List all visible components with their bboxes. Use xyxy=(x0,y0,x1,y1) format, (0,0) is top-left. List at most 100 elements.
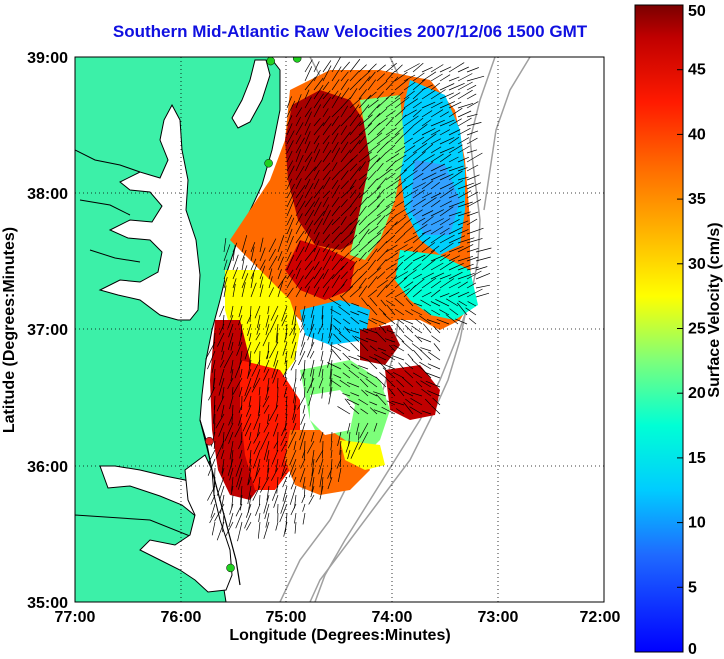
velocity-vector xyxy=(466,130,479,136)
velocity-vector xyxy=(349,154,358,163)
velocity-vector xyxy=(407,353,414,361)
velocity-vector xyxy=(349,286,362,298)
velocity-vector xyxy=(340,231,354,244)
delaware-bay xyxy=(231,59,271,129)
velocity-vector xyxy=(322,141,330,154)
velocity-vector xyxy=(457,190,472,199)
velocity-vector xyxy=(308,386,315,406)
velocity-vector xyxy=(439,254,451,262)
velocity-vector xyxy=(263,440,270,461)
velocity-vector xyxy=(295,223,302,235)
velocity-vector xyxy=(404,362,414,370)
velocity-vector xyxy=(439,83,455,91)
velocity-vector xyxy=(376,97,389,109)
velocity-vector xyxy=(247,476,252,485)
velocity-vector xyxy=(304,122,311,136)
velocity-vector xyxy=(457,182,475,190)
velocity-vector xyxy=(369,356,378,361)
y-axis-title: Latitude (Degrees:Minutes) xyxy=(1,227,18,433)
velocity-vector xyxy=(238,305,243,318)
velocity-vector xyxy=(448,226,463,235)
velocity-vector xyxy=(286,115,293,127)
velocity-vector xyxy=(340,180,349,190)
velocity-vector xyxy=(229,440,234,460)
velocity-vector xyxy=(358,123,373,136)
velocity-vector xyxy=(322,123,332,136)
velocity-vector xyxy=(342,393,351,397)
velocity-vector xyxy=(207,350,216,370)
velocity-vector xyxy=(412,101,422,109)
velocity-vector xyxy=(286,254,295,271)
station-marker-north xyxy=(292,57,302,63)
velocity-vector xyxy=(262,332,270,347)
velocity-vector xyxy=(259,259,266,271)
velocity-vector xyxy=(299,368,306,381)
velocity-vector xyxy=(223,259,228,271)
velocity-vector xyxy=(394,308,405,316)
velocity-vector xyxy=(439,173,454,181)
velocity-vector xyxy=(439,129,451,136)
velocity-vector xyxy=(414,334,423,343)
velocity-vector xyxy=(448,101,462,109)
velocity-vector xyxy=(247,323,252,337)
velocity-vector xyxy=(331,93,342,109)
velocity-vector xyxy=(385,92,395,100)
velocity-vector xyxy=(290,359,297,371)
velocity-vector xyxy=(358,372,369,379)
velocity-vector xyxy=(322,268,329,280)
velocity-vector xyxy=(375,357,387,370)
velocity-vector xyxy=(340,141,349,154)
velocity-vector xyxy=(286,251,292,262)
velocity-vector xyxy=(430,64,444,73)
velocity-vector xyxy=(331,66,342,82)
velocity-vector xyxy=(272,368,279,384)
velocity-vector xyxy=(322,96,332,109)
velocity-vector xyxy=(259,265,266,280)
velocity-vector xyxy=(246,521,252,531)
velocity-vector xyxy=(466,247,479,253)
velocity-vector xyxy=(331,257,343,271)
velocity-vector xyxy=(439,153,452,163)
velocity-vector xyxy=(295,116,302,127)
velocity-vector xyxy=(457,145,470,154)
velocity-vector xyxy=(367,276,378,289)
velocity-vector xyxy=(375,376,387,388)
velocity-vector xyxy=(255,458,261,478)
velocity-vector xyxy=(421,242,436,253)
velocity-vector xyxy=(249,305,252,323)
velocity-vector xyxy=(331,184,340,199)
velocity-vector xyxy=(403,145,416,154)
velocity-vector xyxy=(475,292,490,298)
velocity-vector xyxy=(297,395,306,410)
velocity-vector xyxy=(331,133,339,145)
velocity-vector xyxy=(349,97,362,109)
velocity-vector xyxy=(430,173,446,181)
velocity-vector xyxy=(218,422,225,437)
velocity-vector xyxy=(376,108,388,118)
velocity-vector xyxy=(349,113,360,127)
velocity-vector xyxy=(313,69,321,82)
velocity-vector xyxy=(248,332,252,342)
velocity-vector xyxy=(394,71,408,82)
velocity-vector xyxy=(475,247,492,253)
velocity-vector xyxy=(412,151,426,163)
velocity-vector xyxy=(250,241,256,253)
velocity-vector xyxy=(403,161,415,172)
velocity-vector xyxy=(376,271,386,280)
velocity-vector xyxy=(358,251,367,262)
velocity-vector xyxy=(458,300,468,307)
velocity-vector xyxy=(313,248,321,262)
velocity-vector xyxy=(280,431,288,446)
velocity-vector xyxy=(412,198,426,208)
velocity-vector xyxy=(358,285,368,298)
velocity-vector xyxy=(250,246,255,262)
velocity-vector xyxy=(337,343,351,352)
velocity-vector xyxy=(282,368,288,378)
velocity-vector xyxy=(421,216,434,226)
velocity-vector xyxy=(396,387,405,397)
velocity-vector xyxy=(232,267,239,280)
velocity-vector xyxy=(448,165,464,172)
velocity-vector xyxy=(357,355,369,361)
velocity-vector xyxy=(287,431,297,449)
velocity-vector xyxy=(367,143,381,154)
